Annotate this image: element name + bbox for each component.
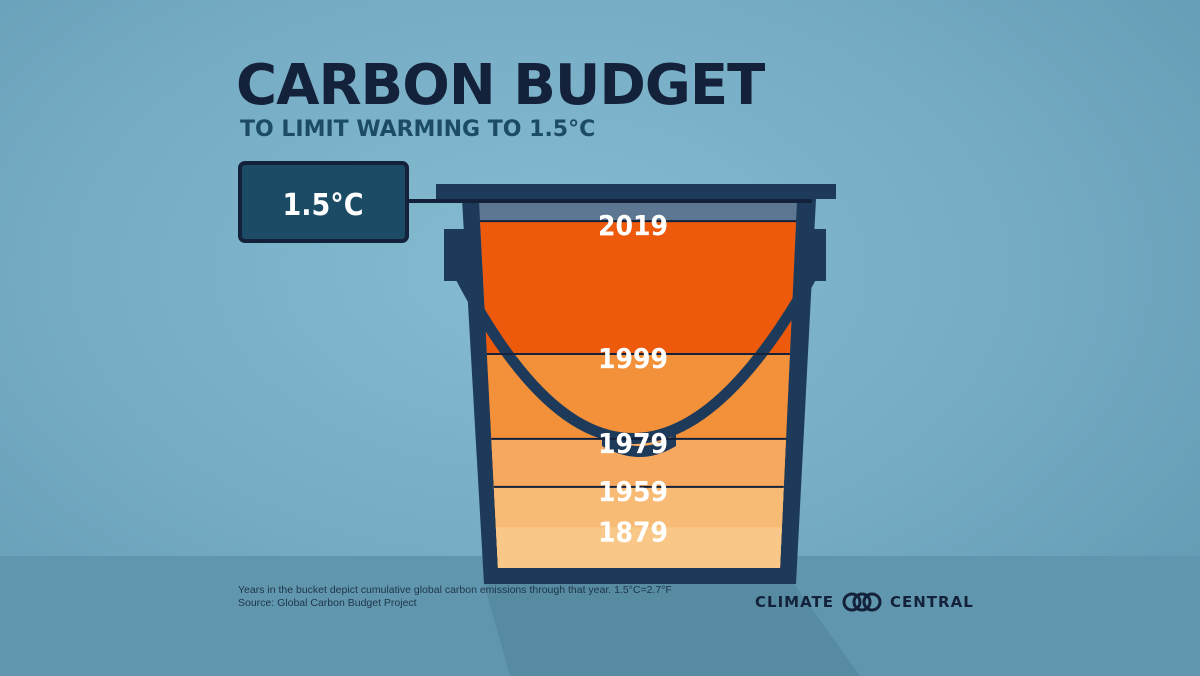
chart-subtitle: TO LIMIT WARMING TO 1.5°C [240, 117, 596, 142]
logo-text-right: CENTRAL [890, 593, 974, 611]
chart-title: CARBON BUDGET [236, 53, 765, 118]
bucket-handle-grip [602, 434, 676, 457]
bucket-shadow [484, 584, 860, 676]
footnote-line-1: Years in the bucket depict cumulative gl… [238, 584, 672, 596]
year-label-1879: 1879 [598, 515, 668, 548]
logo-text-left: CLIMATE [755, 593, 834, 611]
limit-label-box [238, 161, 409, 243]
year-label-1979: 1979 [598, 427, 668, 460]
limit-label: 1.5°C [282, 188, 363, 223]
year-label-1999: 1999 [598, 342, 668, 375]
bucket-rim [436, 184, 836, 199]
footnote: Years in the bucket depict cumulative gl… [238, 584, 672, 610]
year-label-2019: 2019 [598, 209, 668, 242]
climate-central-logo: CLIMATE CENTRAL [755, 592, 974, 612]
year-label-1959: 1959 [598, 475, 668, 508]
band-1879 [479, 527, 797, 568]
climate-central-logo-icon [842, 592, 882, 612]
footnote-source: Source: Global Carbon Budget Project [238, 597, 417, 609]
